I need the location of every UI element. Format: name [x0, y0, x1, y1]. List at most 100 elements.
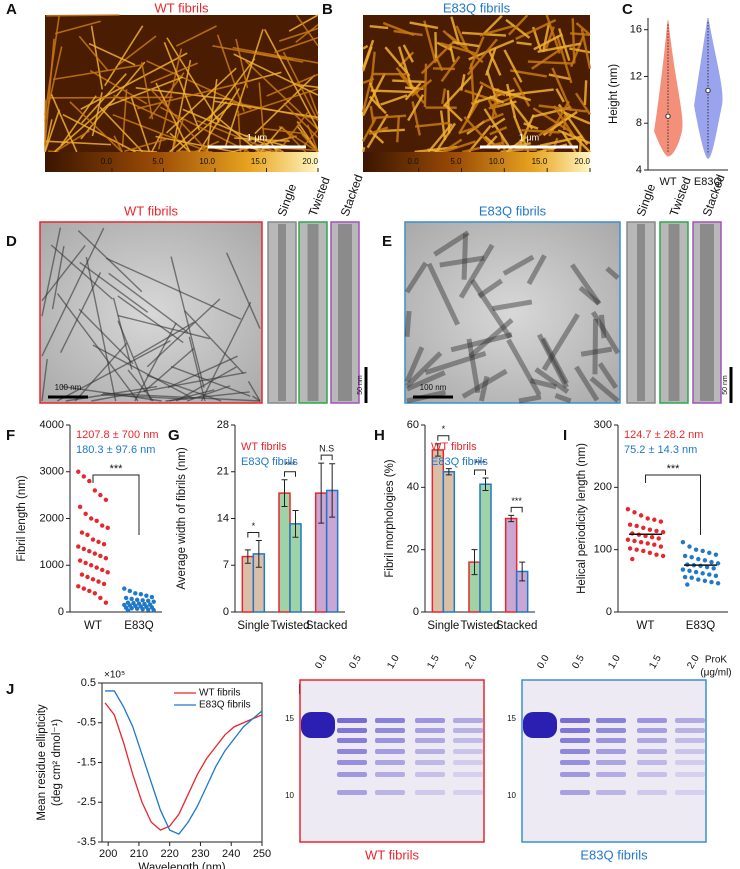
fibril [404, 261, 428, 294]
colorbar [45, 152, 318, 172]
error-bar [318, 462, 325, 524]
fibril [163, 42, 201, 131]
fibril [88, 42, 136, 66]
fibril [503, 49, 523, 83]
band [637, 738, 667, 743]
panel-letter: C [622, 1, 633, 18]
point [709, 579, 714, 585]
significance-bracket [510, 506, 523, 513]
y-tick-label: 0.5 [81, 677, 96, 689]
fibril [410, 78, 433, 97]
band [637, 718, 667, 723]
significance-label: * [252, 521, 256, 531]
fibril [167, 355, 238, 389]
colorbar-tick-label: 5.0 [450, 157, 462, 166]
band [337, 790, 367, 795]
band [415, 749, 445, 754]
band [415, 790, 445, 795]
point [641, 525, 646, 531]
y-tick-label: -2.5 [77, 796, 96, 808]
bar [442, 471, 456, 613]
point [632, 538, 637, 544]
significance-bracket [437, 435, 450, 441]
fibril [283, 102, 319, 139]
y-tick-label: 100 [594, 544, 612, 556]
y-tick-label: 16 [630, 24, 642, 36]
point [87, 588, 92, 594]
error-bar [255, 540, 262, 568]
fibril [208, 58, 256, 120]
marker-label: 15 [507, 714, 516, 723]
fibril [56, 340, 171, 402]
y-axis-title: (deg cm² dmol⁻¹) [51, 719, 63, 806]
fibril [301, 133, 319, 153]
scale-bar-label: 1 μm [519, 132, 539, 142]
point [138, 592, 144, 597]
fibril [368, 126, 389, 136]
fibril [361, 75, 374, 113]
significance-label: N.S [319, 443, 334, 453]
fibril [80, 52, 188, 110]
fibril [405, 351, 443, 388]
x-tick-label: E83Q [686, 620, 715, 632]
point [101, 542, 107, 547]
significance-bracket [247, 532, 260, 538]
fibril [41, 358, 48, 402]
fibril [380, 94, 408, 106]
strip-scale-bar-label: 50 nm [722, 375, 729, 395]
point [146, 598, 151, 603]
fibril [580, 346, 613, 357]
band [453, 760, 483, 765]
fibril [442, 140, 477, 154]
fibril [175, 25, 217, 47]
band [596, 718, 626, 723]
colorbar-tick-label: 5.0 [152, 157, 164, 166]
point [134, 606, 140, 611]
plot-frame [101, 682, 263, 843]
fibril [505, 18, 531, 39]
fibril [157, 48, 183, 150]
point [685, 582, 690, 587]
fibril [518, 394, 542, 404]
colorbar-tick-label: 10.0 [489, 157, 505, 166]
point [81, 586, 87, 591]
fibril [295, 24, 319, 43]
x-tick-label: Twisted [461, 620, 500, 632]
point [645, 541, 650, 546]
point [105, 570, 110, 575]
point [79, 530, 85, 535]
fibril [65, 385, 158, 402]
point [625, 506, 631, 512]
fibril [373, 114, 407, 120]
fibril [398, 51, 415, 68]
point [122, 586, 127, 591]
fibril [47, 96, 173, 99]
fibril [571, 18, 576, 64]
x-tick-label: E83Q [694, 176, 723, 188]
fibril [155, 82, 191, 153]
fibril [200, 301, 252, 402]
gel [521, 679, 707, 843]
fibril [426, 262, 460, 326]
marker-label: 10 [507, 791, 516, 800]
fibril [175, 366, 237, 402]
band [675, 772, 705, 777]
point [103, 556, 109, 561]
fibril [605, 266, 620, 280]
band [453, 790, 483, 795]
fibril [198, 87, 240, 153]
point [700, 548, 705, 554]
x-tick-label: Stacked [496, 620, 538, 632]
scale-bar-label: 100 nm [420, 383, 447, 392]
colorbar-tick-label: 20.0 [574, 157, 590, 166]
fibril [226, 252, 261, 329]
point [92, 488, 98, 493]
band [637, 790, 667, 795]
point [634, 547, 639, 552]
fibril [450, 332, 513, 353]
fibril [78, 35, 109, 72]
band [453, 728, 483, 733]
fibril [245, 60, 319, 131]
fibril [434, 122, 457, 153]
fibril [54, 20, 101, 35]
